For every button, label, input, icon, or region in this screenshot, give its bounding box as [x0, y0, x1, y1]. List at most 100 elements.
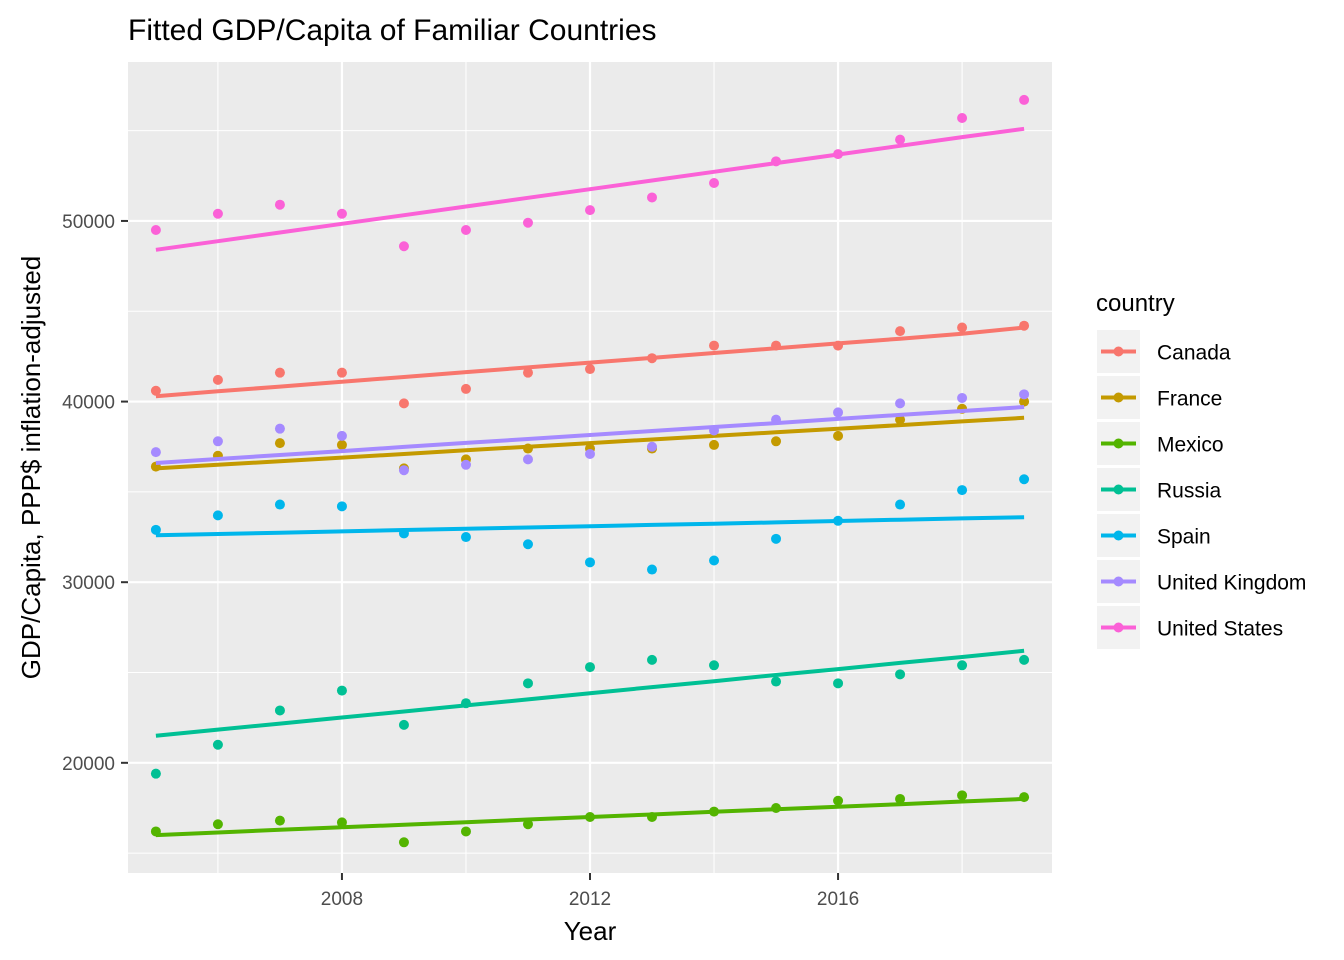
data-point-united-kingdom: [647, 441, 658, 452]
data-point-united-kingdom: [709, 425, 720, 436]
data-point-spain: [771, 533, 782, 544]
data-point-canada: [771, 340, 782, 351]
data-point-united-states: [212, 208, 223, 219]
legend-label-spain: Spain: [1157, 526, 1211, 549]
data-point-mexico: [647, 812, 658, 823]
legend: country Canada France Mexico Russia Spain Unit…: [1096, 290, 1306, 649]
data-point-spain: [212, 510, 223, 521]
data-point-russia: [895, 669, 906, 680]
data-point-spain: [460, 532, 471, 543]
legend-label-canada: Canada: [1157, 342, 1231, 365]
data-point-russia: [647, 654, 658, 665]
fit-line-russia: [155, 648, 1025, 738]
data-point-spain: [522, 539, 533, 550]
fit-line-france: [155, 415, 1025, 471]
data-point-united-kingdom: [957, 392, 968, 403]
data-point-mexico: [150, 826, 161, 837]
data-point-france: [336, 439, 347, 450]
data-point-france: [522, 443, 533, 454]
data-point-mexico: [212, 819, 223, 830]
data-point-russia: [771, 676, 782, 687]
x-tick-label: 2012: [569, 889, 611, 910]
fit-line-united-kingdom: [155, 405, 1025, 465]
data-point-spain: [647, 564, 658, 575]
data-point-france: [833, 430, 844, 441]
data-point-canada: [647, 353, 658, 364]
data-point-france: [771, 436, 782, 447]
series-russia: [150, 648, 1030, 779]
legend-key-point-mexico: [1113, 438, 1124, 449]
data-point-canada: [522, 367, 533, 378]
data-point-united-kingdom: [771, 414, 782, 425]
data-point-spain: [957, 485, 968, 496]
data-point-russia: [709, 660, 720, 671]
data-point-united-kingdom: [398, 465, 409, 476]
data-point-spain: [585, 557, 595, 568]
data-point-canada: [398, 398, 409, 409]
fit-line-canada: [155, 325, 1025, 399]
data-point-mexico: [460, 826, 471, 837]
data-point-russia: [460, 698, 471, 709]
x-tick-label: 2016: [817, 889, 859, 910]
data-point-russia: [833, 678, 844, 689]
data-point-canada: [274, 367, 285, 378]
data-point-canada: [336, 367, 347, 378]
data-point-france: [1019, 396, 1030, 407]
data-point-canada: [212, 374, 223, 385]
legend-key-point-united-kingdom: [1113, 576, 1124, 587]
data-point-russia: [336, 685, 347, 696]
legend-key-point-spain: [1113, 530, 1124, 541]
data-point-russia: [1019, 654, 1030, 665]
data-point-canada: [957, 322, 968, 333]
data-point-canada: [895, 326, 906, 337]
data-point-spain: [709, 555, 720, 566]
data-point-united-kingdom: [522, 454, 533, 465]
data-point-united-kingdom: [460, 459, 471, 470]
data-point-spain: [398, 528, 409, 539]
y-tick-label: 40000: [62, 393, 115, 414]
data-point-spain: [150, 524, 161, 535]
data-point-united-kingdom: [833, 407, 844, 418]
data-point-mexico: [274, 815, 285, 826]
data-point-mexico: [1019, 792, 1030, 803]
series-united-states: [150, 94, 1030, 252]
data-point-united-states: [150, 224, 161, 235]
data-point-mexico: [585, 812, 595, 823]
data-point-united-states: [1019, 94, 1030, 105]
y-tick-label: 50000: [62, 212, 115, 233]
data-point-canada: [709, 340, 720, 351]
data-point-united-kingdom: [1019, 389, 1030, 400]
data-point-united-states: [336, 208, 347, 219]
data-point-united-states: [895, 134, 906, 145]
data-point-united-states: [398, 241, 409, 252]
data-point-russia: [957, 660, 968, 671]
data-point-united-states: [833, 149, 844, 160]
data-point-russia: [585, 662, 595, 673]
legend-key-point-russia: [1113, 484, 1124, 495]
data-point-russia: [522, 678, 533, 689]
data-point-russia: [274, 705, 285, 716]
data-point-mexico: [833, 795, 844, 806]
legend-label-mexico: Mexico: [1157, 434, 1224, 457]
data-point-canada: [585, 364, 595, 375]
data-point-mexico: [709, 806, 720, 817]
data-point-spain: [1019, 474, 1030, 485]
data-point-russia: [150, 768, 161, 779]
data-point-united-states: [957, 112, 968, 123]
data-point-united-states: [274, 199, 285, 210]
data-point-united-kingdom: [212, 436, 223, 447]
data-point-mexico: [895, 793, 906, 804]
x-tick-label: 2008: [321, 889, 363, 910]
data-point-united-kingdom: [274, 423, 285, 434]
data-point-united-states: [585, 205, 595, 216]
data-point-france: [709, 439, 720, 450]
chart-title: Fitted GDP/Capita of Familiar Countries: [128, 14, 657, 47]
data-point-united-states: [709, 178, 720, 189]
series-canada: [150, 320, 1030, 409]
series-spain: [150, 474, 1030, 575]
data-point-spain: [336, 501, 347, 512]
data-point-united-states: [522, 217, 533, 228]
data-point-united-states: [460, 224, 471, 235]
